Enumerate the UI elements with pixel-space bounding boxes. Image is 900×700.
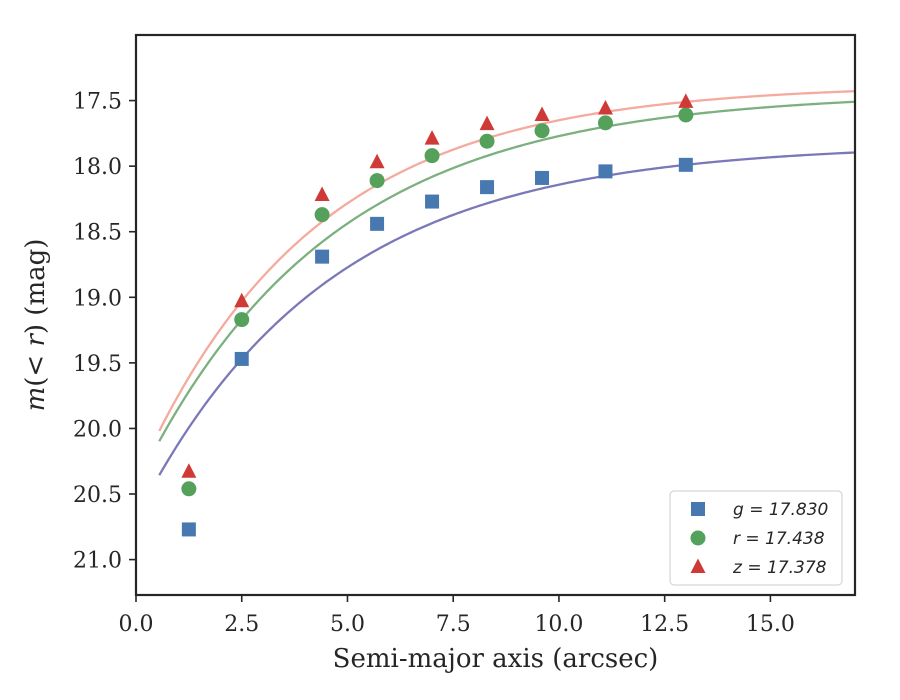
data-markers: [181, 93, 694, 537]
data-point-0-6: [535, 170, 550, 185]
y-tick-label: 20.0: [73, 417, 122, 442]
data-point-0-2: [315, 249, 330, 264]
data-point-2-4: [424, 130, 440, 145]
data-point-1-6: [534, 123, 550, 139]
legend-marker-0: [691, 502, 705, 516]
y-tick-label: 20.5: [73, 483, 122, 508]
data-point-0-1: [234, 351, 249, 366]
data-point-1-8: [678, 107, 694, 123]
data-point-1-7: [597, 115, 613, 131]
model-curve-0: [158, 151, 855, 476]
x-tick-label: 0.0: [119, 612, 154, 637]
data-point-1-5: [479, 133, 495, 149]
data-point-2-7: [597, 99, 613, 115]
data-point-2-1: [234, 292, 250, 308]
data-point-2-2: [314, 186, 330, 201]
data-point-1-3: [369, 173, 385, 189]
model-curves: [158, 90, 855, 476]
legend-entry-2: z = 17.378: [732, 558, 827, 578]
y-tick-label: 17.5: [73, 90, 122, 115]
model-curve-2: [158, 90, 855, 432]
legend-entry-1: r = 17.438: [733, 529, 825, 549]
x-tick-label: 2.5: [224, 612, 259, 637]
y-tick-label: 18.0: [73, 155, 122, 180]
data-point-1-0: [181, 481, 197, 497]
y-tick-label: 18.5: [73, 221, 122, 246]
plot-frame: [134, 33, 857, 597]
data-point-1-1: [234, 312, 250, 328]
data-point-0-3: [370, 216, 385, 231]
data-point-0-4: [425, 194, 440, 209]
y-axis-label: m(< r) (mag): [21, 239, 51, 412]
x-tick-label: 10.0: [534, 612, 583, 637]
data-point-2-8: [678, 93, 694, 108]
data-point-0-8: [678, 157, 693, 172]
data-point-1-2: [314, 207, 330, 223]
x-axis: 0.0 2.5 5.0 7.5 10.0 12.5 15.0: [119, 595, 795, 637]
data-point-0-7: [598, 164, 613, 179]
data-point-0-5: [480, 180, 495, 195]
data-point-0-0: [181, 522, 196, 537]
y-axis: 17.5 18.0 18.5 19.0 19.5 20.0 20.5 21.0: [73, 90, 136, 574]
data-point-2-0: [181, 463, 197, 478]
legend-marker-1: [690, 530, 706, 546]
data-point-2-5: [479, 115, 495, 131]
data-point-2-3: [369, 153, 385, 169]
y-tick-label: 21.0: [73, 549, 122, 574]
x-tick-label: 7.5: [436, 612, 471, 637]
x-tick-label: 15.0: [746, 612, 795, 637]
x-tick-label: 5.0: [330, 612, 365, 637]
y-tick-label: 19.0: [73, 286, 122, 311]
x-tick-label: 12.5: [640, 612, 689, 637]
data-point-2-6: [534, 106, 550, 121]
legend-box: [669, 490, 843, 586]
legend-marker-2: [690, 558, 706, 573]
legend: g = 17.830 r = 17.438 z = 17.378: [669, 490, 843, 586]
data-point-1-4: [424, 148, 440, 164]
x-axis-label: Semi-major axis (arcsec): [333, 644, 659, 674]
legend-entry-0: g = 17.830: [733, 500, 828, 520]
model-curve-1: [158, 100, 855, 442]
y-tick-label: 19.5: [73, 352, 122, 377]
